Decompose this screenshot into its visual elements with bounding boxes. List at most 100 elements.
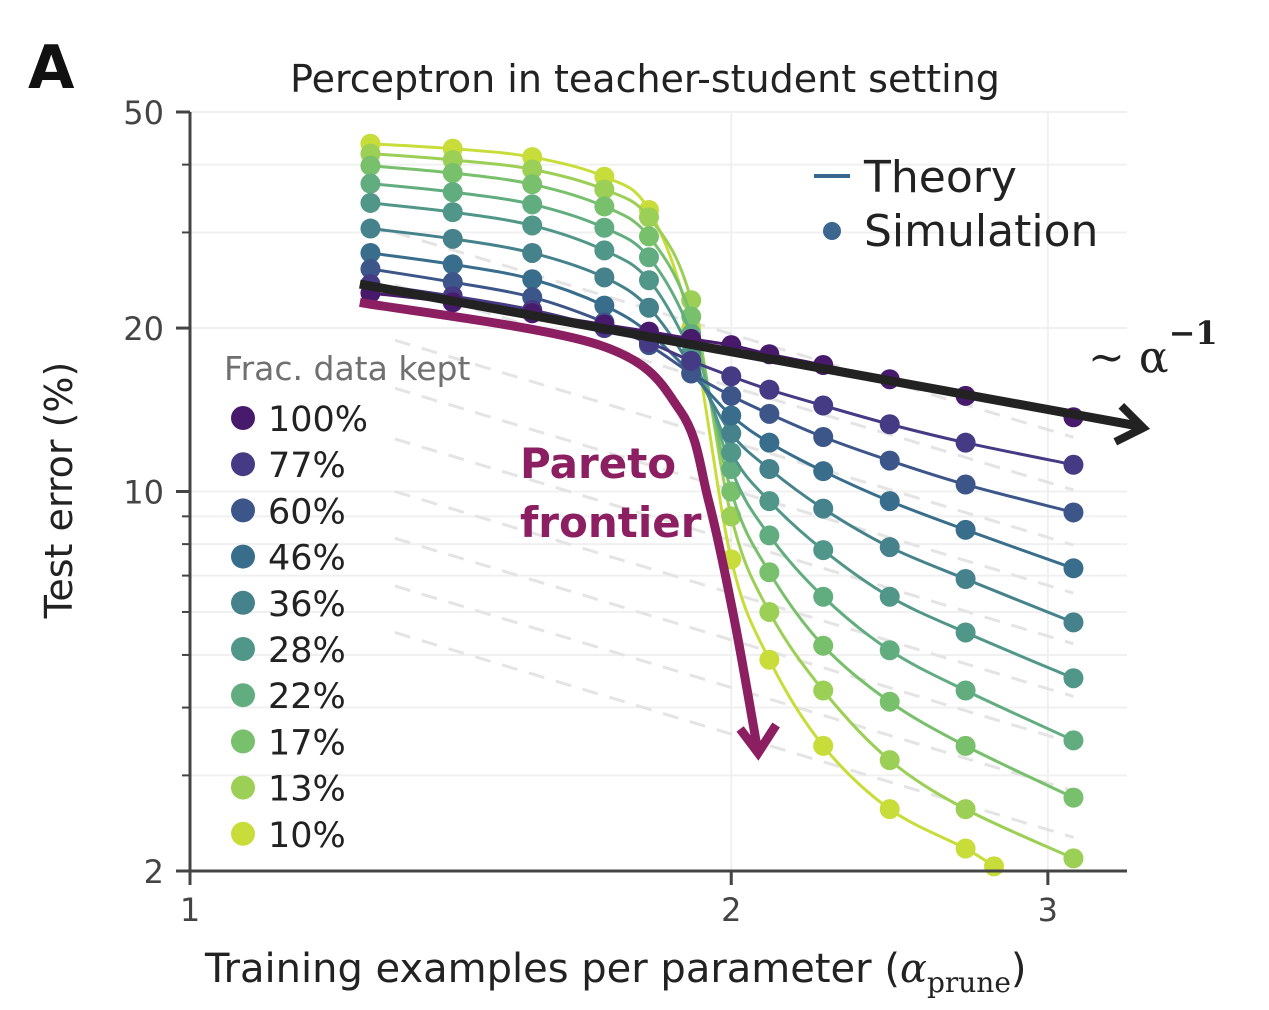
simulation-point <box>721 366 742 387</box>
simulation-point <box>1063 787 1084 808</box>
series-legend-label: 77% <box>268 446 346 486</box>
theory-line-60pct <box>370 267 1074 514</box>
simulation-point <box>360 218 381 239</box>
x-axis-label-symbol: α <box>900 946 927 992</box>
simulation-point <box>955 680 976 701</box>
series-legend-dot <box>231 729 255 754</box>
simulation-point <box>1063 668 1084 689</box>
simulation-point <box>813 498 834 519</box>
simulation-point <box>522 159 543 180</box>
x-tick-label: 2 <box>721 891 741 929</box>
simulation-point <box>759 379 780 400</box>
pareto-label-line2: frontier <box>520 498 702 547</box>
simulation-point <box>721 442 742 463</box>
simulation-point <box>442 163 463 184</box>
simulation-point <box>955 474 976 495</box>
guide-line-dashed <box>394 386 1074 595</box>
simulation-point <box>813 735 834 756</box>
simulation-point <box>594 179 615 200</box>
simulation-point <box>879 414 900 435</box>
simulation-point <box>813 461 834 482</box>
guide-line-dashed <box>394 437 1074 646</box>
x-tick-label: 1 <box>180 891 200 929</box>
simulation-point <box>759 459 780 480</box>
simulation-point <box>721 481 742 502</box>
simulation-point <box>1063 730 1084 751</box>
series-legend-label: 100% <box>268 400 368 440</box>
simulation-point <box>759 403 780 424</box>
simulation-point <box>594 240 615 261</box>
simulation-point <box>638 297 659 318</box>
simulation-point <box>813 680 834 701</box>
simulation-point <box>879 691 900 712</box>
series-legend-dot <box>231 452 255 477</box>
x-axis-label-subscript: prune <box>927 966 1011 999</box>
panel-label: A <box>28 33 75 103</box>
series-legend-dot <box>231 821 255 846</box>
simulation-point <box>638 247 659 268</box>
series-legend-label: 36% <box>268 585 346 625</box>
simulation-point <box>721 506 742 527</box>
pareto-label-line1: Pareto <box>520 439 676 488</box>
theory-line-77pct <box>370 282 1074 467</box>
series-legend-dot <box>231 406 255 430</box>
simulation-point <box>638 226 659 247</box>
simulation-point <box>955 799 976 820</box>
simulation-point <box>813 395 834 416</box>
simulation-point <box>522 174 543 195</box>
simulation-point <box>360 173 381 194</box>
series-legend: 100% 77% 60% 46% 36% 28% 22% 17% 13% 10% <box>231 400 368 856</box>
simulation-point <box>955 735 976 756</box>
guide-line-dashed <box>394 490 1074 698</box>
guide-line-dashed <box>394 584 1074 793</box>
simulation-point <box>879 750 900 771</box>
simulation-point <box>522 269 543 290</box>
simulation-point <box>983 856 1004 877</box>
simulation-point <box>879 537 900 558</box>
simulation-point <box>955 432 976 453</box>
simulation-point <box>360 242 381 263</box>
series-legend-dot <box>231 498 255 523</box>
series-legend-dot <box>231 544 255 569</box>
simulation-point <box>360 258 381 279</box>
simulation-point <box>1063 558 1084 579</box>
simulation-point <box>594 196 615 217</box>
simulation-point <box>442 228 463 249</box>
legend-simulation-label: Simulation <box>864 206 1098 257</box>
power-law-label: ∼ α−1 <box>1088 314 1218 383</box>
series-legend-dot <box>231 683 255 708</box>
series-legend-label: 46% <box>268 539 346 579</box>
simulation-point <box>759 562 780 583</box>
simulation-point <box>681 350 702 371</box>
simulation-point <box>813 427 834 448</box>
series-legend-dot <box>231 775 255 800</box>
simulation-point <box>594 295 615 316</box>
series-legend-title: Frac. data kept <box>224 349 470 388</box>
simulation-point <box>638 207 659 228</box>
series-legend-label: 28% <box>268 631 346 671</box>
simulation-point <box>955 838 976 859</box>
series-legend-label: 13% <box>268 770 346 810</box>
simulation-point <box>1063 848 1084 869</box>
guide-line-dashed <box>394 338 1074 547</box>
simulation-point <box>594 267 615 288</box>
simulation-point <box>721 405 742 426</box>
simulation-point <box>522 215 543 236</box>
series-group <box>360 133 1084 877</box>
series-legend-label: 10% <box>268 816 346 856</box>
simulation-point <box>360 155 381 176</box>
guide-line-dashed <box>394 283 1074 492</box>
simulation-point <box>955 568 976 589</box>
simulation-point <box>638 270 659 291</box>
simulation-point <box>813 635 834 656</box>
simulation-point <box>522 194 543 215</box>
series-legend-dot <box>231 637 255 661</box>
legend-theory-label: Theory <box>863 152 1017 203</box>
simulation-point <box>759 601 780 622</box>
pareto-frontier-arrow <box>359 297 763 754</box>
y-axis-label: Test error (%) <box>37 362 81 620</box>
simulation-point <box>813 540 834 561</box>
simulation-point <box>442 202 463 223</box>
simulation-point <box>1063 454 1084 475</box>
